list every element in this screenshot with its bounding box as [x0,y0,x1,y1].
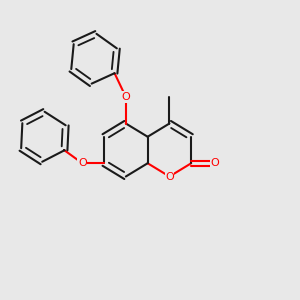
Text: O: O [78,158,87,168]
Text: O: O [165,172,174,182]
Text: O: O [122,92,130,102]
Text: O: O [210,158,219,168]
